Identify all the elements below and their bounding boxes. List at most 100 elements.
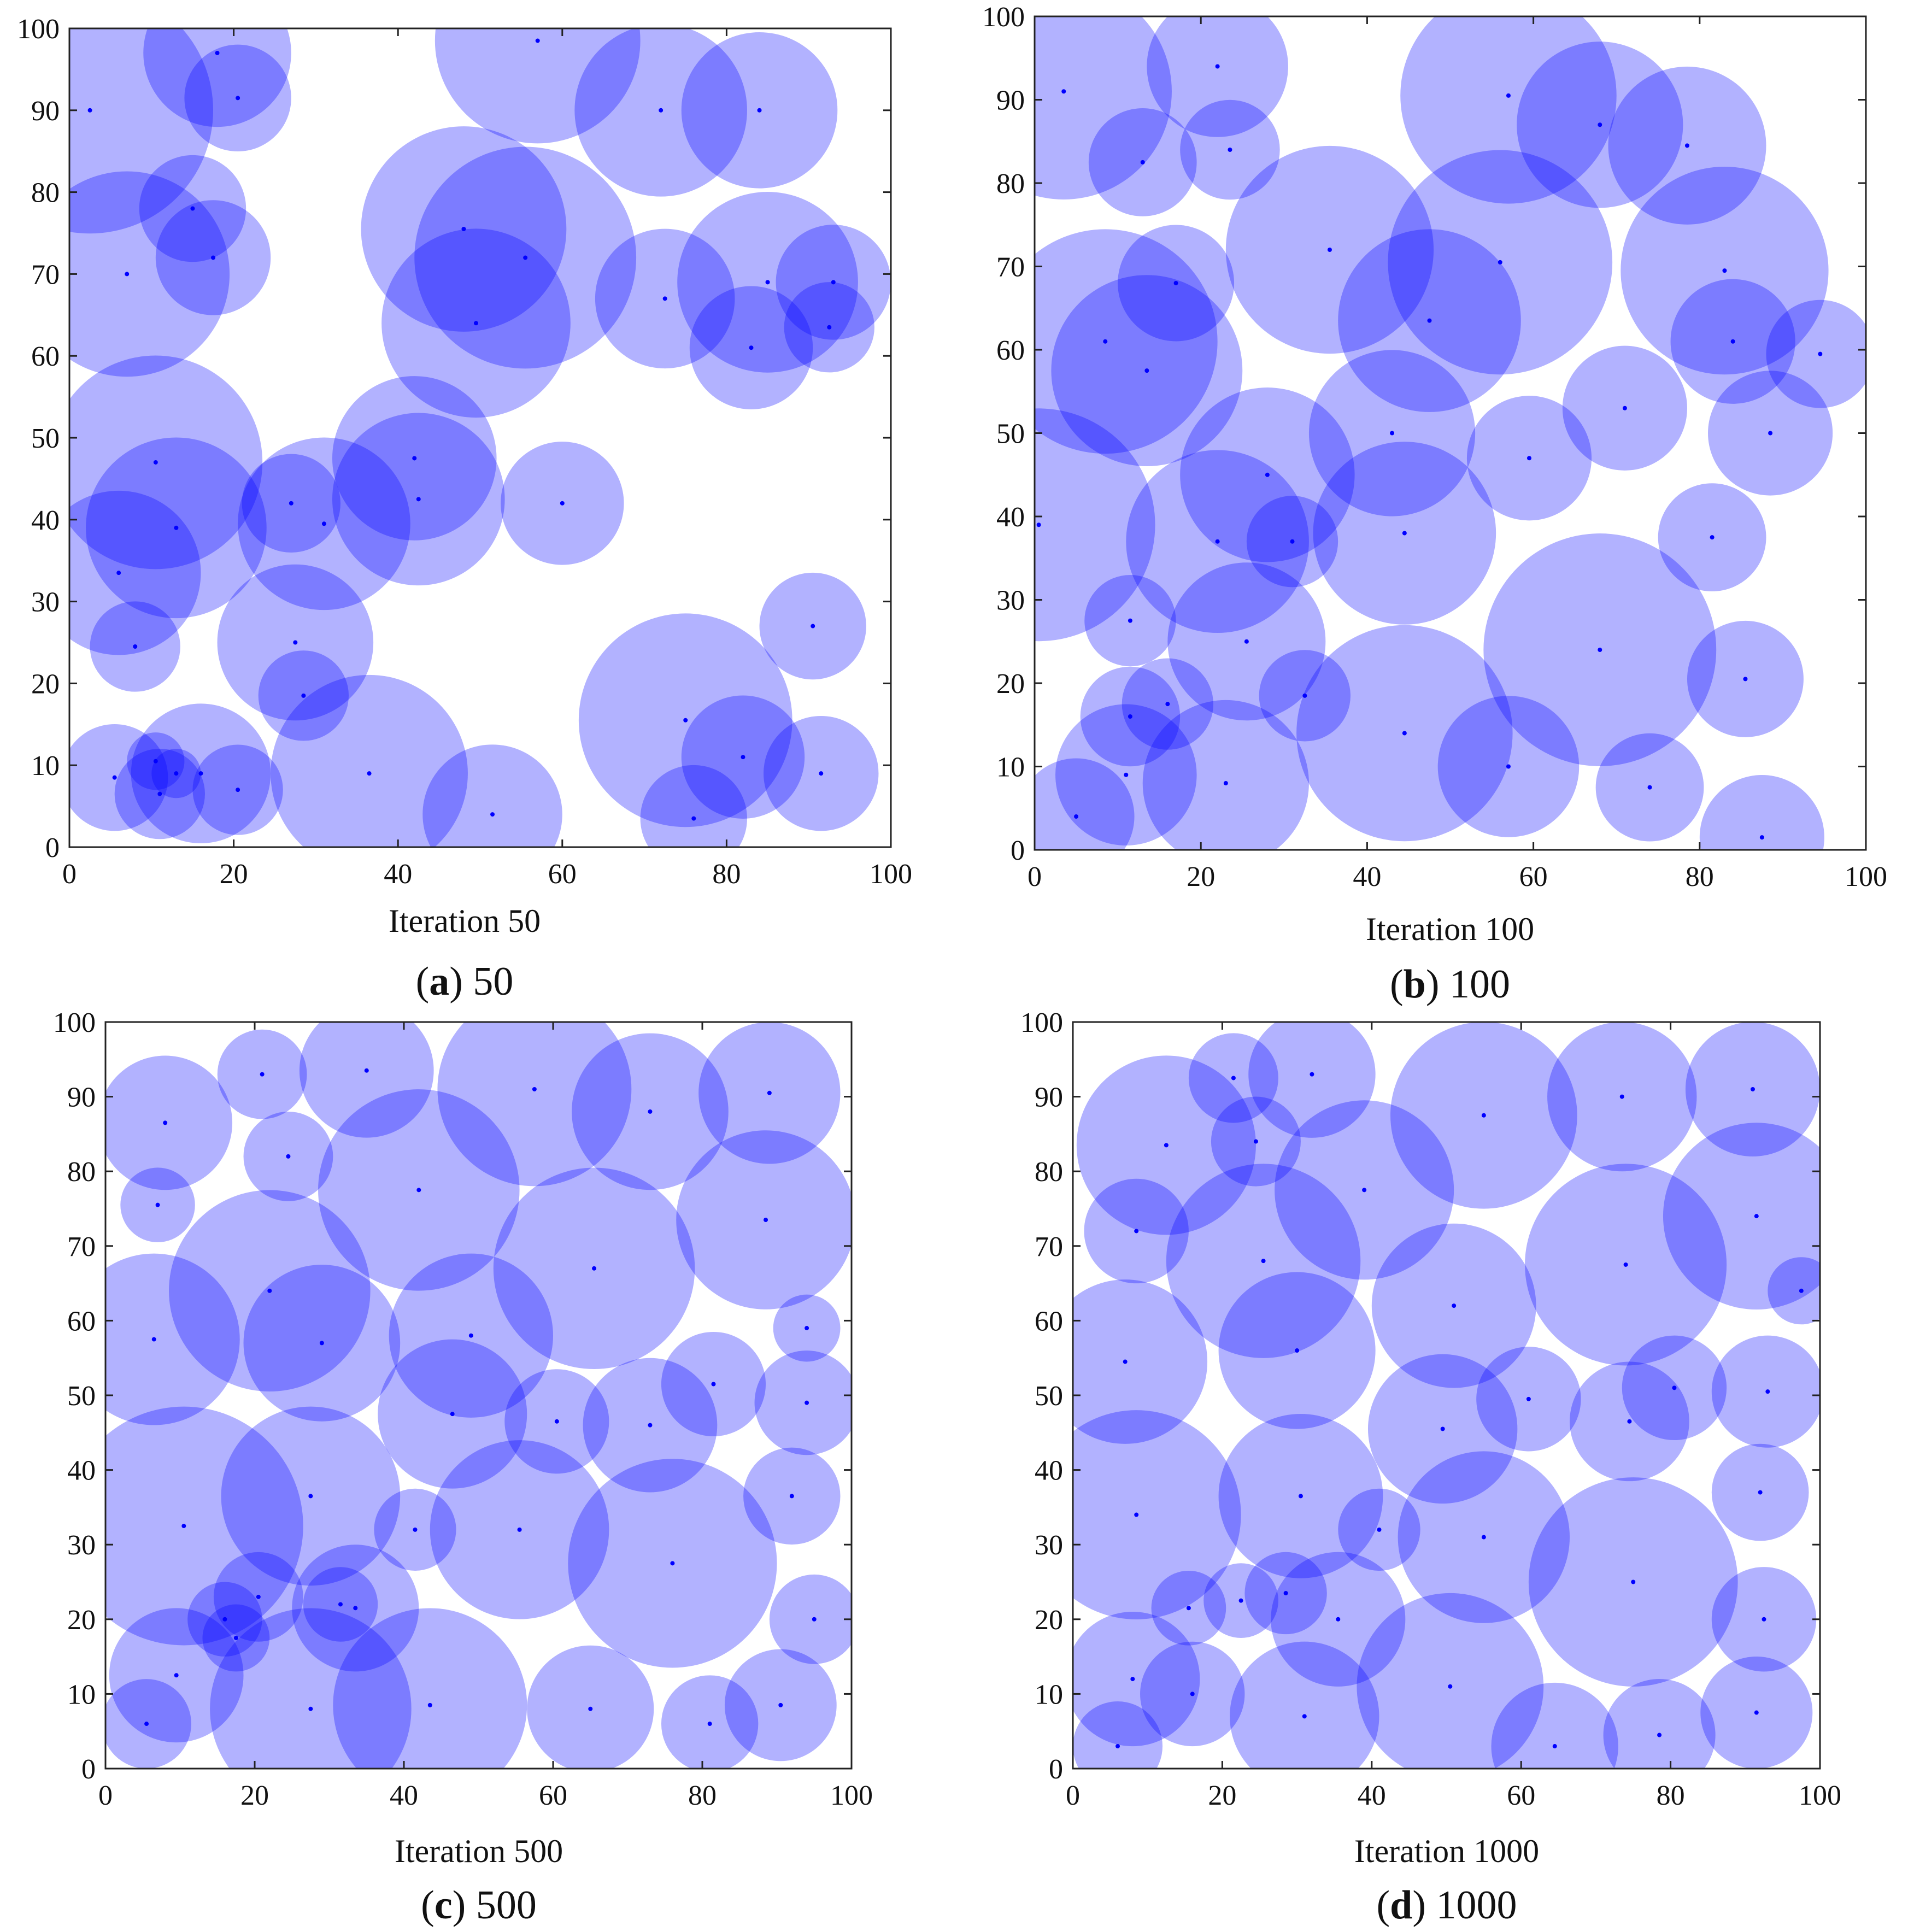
panel-b-center-dot-30 xyxy=(1743,677,1748,682)
panel-b-ytick-label-100: 100 xyxy=(982,2,1025,33)
panel-c-center-dot-16 xyxy=(805,1326,809,1331)
panel-a-center-dot-37 xyxy=(174,771,179,776)
panel-d-center-dot-31 xyxy=(1336,1617,1341,1622)
panel-b-circle-40 xyxy=(1699,775,1824,850)
panel-c-center-dot-22 xyxy=(181,1524,186,1529)
panel-c-center-dot-15 xyxy=(151,1337,156,1342)
panel-a-center-dot-32 xyxy=(819,771,824,776)
panel-a-circle-1 xyxy=(69,28,213,234)
panel-b-center-dot-3 xyxy=(1140,160,1145,165)
panel-c-center-dot-26 xyxy=(670,1561,675,1566)
panel-c-center-dot-14 xyxy=(468,1333,473,1338)
panel-b-ytick-label-60: 60 xyxy=(996,335,1025,366)
panel-d-plot: 0 20 40 60 80 100 0 10 20 30 40 50 60 70 80 90 100 xyxy=(1020,1007,1841,1811)
panel-d-center-dot-34 xyxy=(1190,1692,1195,1696)
panel-c-center-dot-37 xyxy=(588,1706,593,1711)
panel-a-xtick-label-40: 40 xyxy=(384,859,412,890)
panel-d-ytick-label-20: 20 xyxy=(1035,1605,1063,1636)
panel-a-circle-33 xyxy=(640,765,747,847)
panel-b-ytick-label-0: 0 xyxy=(1011,835,1025,866)
panel-c-center-dot-28 xyxy=(222,1617,227,1622)
panel-b-center-dot-39 xyxy=(1647,785,1652,790)
panel-d-circle-3 xyxy=(1248,1022,1376,1138)
panel-d-center-dot-19 xyxy=(1672,1385,1677,1390)
panel-a-circle-34 xyxy=(69,724,168,831)
panel-b-xtick-label-40: 40 xyxy=(1353,861,1381,892)
panel-b-center-dot-36 xyxy=(1074,814,1079,819)
panel-c-xtick-label-80: 80 xyxy=(688,1780,717,1811)
panel-d-center-dot-21 xyxy=(1440,1426,1445,1431)
panel-c-center-dot-23 xyxy=(308,1494,313,1499)
panel-d-center-dot-15 xyxy=(1295,1348,1300,1353)
panel-a-center-dot-22 xyxy=(416,497,421,502)
panel-a-ytick-label-40: 40 xyxy=(31,505,60,536)
panel-c-xtick-label-60: 60 xyxy=(539,1780,567,1811)
panel-b-center-dot-1 xyxy=(1061,89,1066,94)
panel-d-circle-37 xyxy=(1491,1682,1618,1769)
panel-d-ytick-label-0: 0 xyxy=(1049,1754,1063,1785)
panel-a-center-dot-39 xyxy=(236,788,240,792)
panel-a-center-dot-30 xyxy=(683,718,688,723)
panel-b-xtick-label-100: 100 xyxy=(1845,861,1887,892)
panel-b-circle-36 xyxy=(1035,758,1135,850)
panel-a-circle-20 xyxy=(69,490,201,655)
panel-b-ytick-label-50: 50 xyxy=(996,419,1025,450)
panel-c-center-dot-30 xyxy=(353,1606,358,1611)
panel-b-center-dot-31 xyxy=(1128,714,1132,719)
panel-a-center-dot-23 xyxy=(289,501,293,506)
panel-c-ytick-label-0: 0 xyxy=(81,1754,96,1785)
panel-d-center-dot-10 xyxy=(1261,1259,1266,1264)
panel-b-center-dot-13 xyxy=(1173,281,1178,285)
panel-d-xtick-label-20: 20 xyxy=(1208,1780,1236,1811)
panel-b-xtick-label-80: 80 xyxy=(1686,861,1714,892)
panel-a-center-dot-25 xyxy=(560,501,565,506)
panel-d-circle-12 xyxy=(1663,1123,1820,1309)
panel-c-center-dot-19 xyxy=(648,1423,653,1428)
panel-c-ytick-label-40: 40 xyxy=(67,1455,96,1487)
panel-b-center-dot-4 xyxy=(1228,148,1232,152)
panel-b-center-dot-11 xyxy=(1722,268,1727,273)
panel-d-ytick-label-40: 40 xyxy=(1035,1455,1063,1487)
panel-a-center-dot-31 xyxy=(741,755,745,760)
panel-a-center-dot-13 xyxy=(662,296,667,301)
panel-d-center-dot-28 xyxy=(1186,1606,1191,1611)
panel-d-caption-value: 1000 xyxy=(1436,1883,1517,1928)
panel-a-center-dot-33 xyxy=(691,816,696,821)
panel-c-ytick-label-20: 20 xyxy=(67,1605,96,1636)
panel-d-circle-13 xyxy=(1768,1257,1820,1325)
panel-a-center-dot-3 xyxy=(236,96,240,101)
panel-d-center-dot-23 xyxy=(1298,1494,1303,1499)
panel-c-center-dot-25 xyxy=(517,1527,522,1532)
panel-a-center-dot-16 xyxy=(831,280,836,285)
panel-d-center-dot-3 xyxy=(1310,1072,1314,1077)
panel-d-center-dot-33 xyxy=(1130,1677,1135,1682)
panel-a-xtick-label-80: 80 xyxy=(712,859,741,890)
panel-c-circles xyxy=(105,1022,852,1769)
panel-a-plot: 0 20 40 60 80 100 0 10 20 30 40 50 60 70 80 90 100 xyxy=(17,14,912,890)
panel-b-center-dot-19 xyxy=(1526,456,1531,461)
panel-b-xlabel: Iteration 100 xyxy=(1366,911,1534,947)
panel-a-center-dot-18 xyxy=(153,460,158,465)
panel-a-caption-letter: a xyxy=(429,959,449,1004)
panel-d-center-dot-16 xyxy=(1123,1359,1128,1364)
panel-d-center-dot-4 xyxy=(1481,1113,1486,1118)
panel-b-circle-5 xyxy=(1400,16,1617,204)
panel-b-circle-2 xyxy=(1147,16,1288,137)
panel-d-circle-33 xyxy=(1073,1612,1200,1747)
panel-b-xtick-label-0: 0 xyxy=(1028,861,1042,892)
panel-b-center-dot-14 xyxy=(1144,368,1149,373)
panel-c-ytick-label-30: 30 xyxy=(67,1530,96,1561)
panel-a-center-dot-4 xyxy=(535,38,540,43)
panel-c-ytick-label-50: 50 xyxy=(67,1381,96,1412)
panel-b-center-dot-18 xyxy=(1622,406,1627,410)
panel-a-ytick-label-20: 20 xyxy=(31,668,60,700)
panel-d-center-dot-27 xyxy=(1758,1490,1763,1495)
panel-d-center-dot-22 xyxy=(1134,1512,1139,1517)
panel-b-center-dot-15 xyxy=(1730,339,1735,344)
panel-d-center-dot-35 xyxy=(1302,1714,1307,1719)
panel-a-center-dot-9 xyxy=(211,255,216,260)
panel-a: 0 20 40 60 80 100 0 10 20 30 40 50 60 70 80 90 100 Itera… xyxy=(17,14,912,1004)
panel-d-center-dot-26 xyxy=(1631,1579,1636,1584)
panel-a-circle-41 xyxy=(422,744,562,847)
